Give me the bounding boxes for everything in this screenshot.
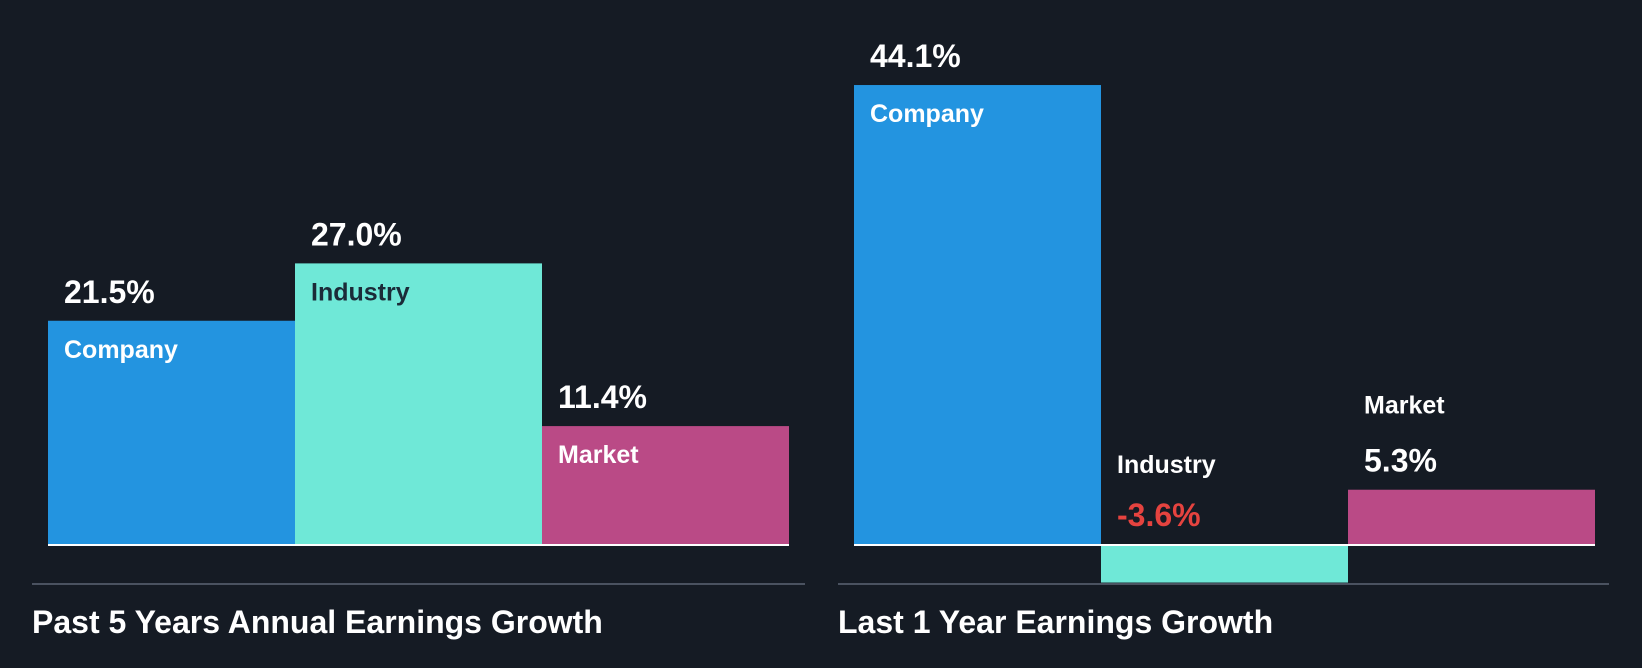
market-label: Market [1364,392,1445,420]
industry-label: Industry [1117,451,1216,479]
last-1-year-title: Last 1 Year Earnings Growth [838,604,1274,640]
company-bar [48,320,295,545]
market-bar [1348,489,1595,545]
past-5-years-title: Past 5 Years Annual Earnings Growth [32,604,603,640]
industry-label: Industry [311,278,410,306]
market-label: Market [558,441,639,469]
company-bar [854,85,1101,546]
company-label: Company [64,336,178,364]
industry-value-label: 27.0% [311,216,402,252]
industry-value-label: -3.6% [1117,497,1201,533]
company-value-label: 44.1% [870,38,961,74]
market-bar [542,426,789,545]
market-value-label: 5.3% [1364,443,1437,479]
past-5-years-panel: 21.5% Company 27.0% Industry 11.4% Market [32,216,805,585]
company-value-label: 21.5% [64,274,155,310]
last-1-year-panel: 44.1% Company Industry -3.6% Market 5.3% [838,38,1609,585]
company-label: Company [870,100,984,128]
market-value-label: 11.4% [558,379,647,415]
industry-bar [295,263,542,545]
industry-bar [1101,545,1348,583]
